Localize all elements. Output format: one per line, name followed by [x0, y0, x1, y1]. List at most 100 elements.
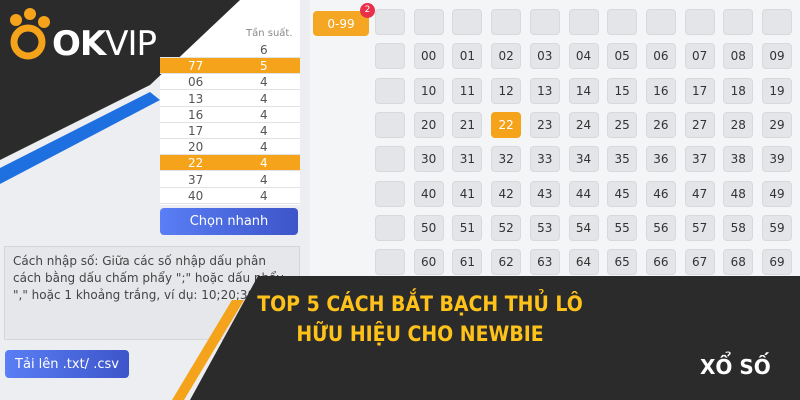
number-cell[interactable]: 54: [568, 214, 599, 241]
number-cell[interactable]: 21: [452, 111, 483, 138]
number-cell[interactable]: 55: [607, 214, 638, 241]
number-cell[interactable]: 48: [723, 180, 754, 207]
number-cell[interactable]: 28: [723, 111, 754, 138]
badge: 2: [360, 3, 375, 18]
number-cell[interactable]: 30: [413, 146, 444, 173]
number-cell[interactable]: 35: [607, 146, 638, 173]
table-row: 6: [160, 42, 300, 58]
number-cell[interactable]: 44: [568, 180, 599, 207]
number-cell[interactable]: 11: [452, 77, 483, 104]
upload-button[interactable]: Tải lên .txt/ .csv: [5, 350, 129, 378]
number-cell[interactable]: 43: [529, 180, 560, 207]
number-cell[interactable]: 51: [452, 214, 483, 241]
number-cell[interactable]: 12: [491, 77, 522, 104]
number-cell[interactable]: 67: [684, 249, 715, 276]
quick-pick-button[interactable]: Chọn nhanh: [160, 208, 298, 235]
number: 22: [188, 156, 204, 171]
number-cell[interactable]: 33: [529, 146, 560, 173]
number-cell[interactable]: 13: [529, 77, 560, 104]
number: 13: [188, 91, 204, 106]
number-cell[interactable]: 25: [607, 111, 638, 138]
number-cell[interactable]: 24: [568, 111, 599, 138]
frequency: 4: [260, 124, 268, 138]
number-cell[interactable]: 42: [491, 180, 522, 207]
number-cell[interactable]: 18: [723, 77, 754, 104]
table-row: 22 4: [160, 155, 300, 172]
bottom-shape: [190, 276, 800, 400]
number-cell[interactable]: 62: [491, 249, 522, 276]
empty-cell: [375, 77, 405, 104]
number: 16: [188, 107, 204, 122]
number-cell[interactable]: 64: [568, 249, 599, 276]
number-cell[interactable]: 26: [645, 111, 676, 138]
number-cell[interactable]: 66: [645, 249, 676, 276]
number-cell[interactable]: 23: [529, 111, 560, 138]
number-cell[interactable]: 05: [607, 43, 638, 70]
number-cell[interactable]: 27: [684, 111, 715, 138]
number-cell[interactable]: 41: [452, 180, 483, 207]
number-cell[interactable]: 46: [645, 180, 676, 207]
frequency: 4: [260, 188, 268, 203]
number: 20: [188, 140, 204, 155]
number-cell[interactable]: 09: [762, 43, 792, 70]
number-cell[interactable]: 63: [529, 249, 560, 276]
range-tab[interactable]: 0-99: [313, 11, 369, 36]
number-cell[interactable]: 58: [723, 214, 754, 241]
number-cell[interactable]: 39: [762, 146, 792, 173]
number-cell[interactable]: 53: [529, 214, 560, 241]
table-row: 13 4: [160, 91, 300, 107]
empty-cell: [375, 111, 405, 138]
empty-cell: [413, 9, 444, 35]
number-cell[interactable]: 02: [491, 43, 522, 70]
empty-cell: [375, 214, 405, 241]
number-cell[interactable]: 49: [762, 180, 792, 207]
number-cell[interactable]: 47: [684, 180, 715, 207]
orange-stripe: [172, 300, 244, 400]
number-cell[interactable]: 00: [413, 43, 444, 70]
logo-ok: OK: [52, 24, 106, 64]
number-cell[interactable]: 14: [568, 77, 599, 104]
number-cell[interactable]: 07: [684, 43, 715, 70]
number-cell[interactable]: 65: [607, 249, 638, 276]
number-cell[interactable]: 31: [452, 146, 483, 173]
number-cell[interactable]: 03: [529, 43, 560, 70]
logo-icon: [10, 8, 50, 60]
number-cell[interactable]: 32: [491, 146, 522, 173]
number-cell[interactable]: 37: [684, 146, 715, 173]
number-cell[interactable]: 22: [491, 111, 522, 138]
number-cell[interactable]: 36: [645, 146, 676, 173]
number-cell[interactable]: 52: [491, 214, 522, 241]
number-cell[interactable]: 04: [568, 43, 599, 70]
number-cell[interactable]: 08: [723, 43, 754, 70]
number-cell[interactable]: 69: [762, 249, 792, 276]
empty-cell: [491, 9, 522, 35]
number-cell[interactable]: 15: [607, 77, 638, 104]
number-cell[interactable]: 68: [723, 249, 754, 276]
table-row: 77 5: [160, 58, 300, 75]
number-cell[interactable]: 45: [607, 180, 638, 207]
empty-cell: [452, 9, 483, 35]
number-cell[interactable]: 34: [568, 146, 599, 173]
number-cell[interactable]: 59: [762, 214, 792, 241]
number-cell[interactable]: 19: [762, 77, 792, 104]
empty-cell: [684, 9, 715, 35]
title-line: TOP 5 CÁCH BẮT BẠCH THỦ LÔ: [257, 292, 583, 316]
number-cell[interactable]: 57: [684, 214, 715, 241]
number-cell[interactable]: 50: [413, 214, 444, 241]
frequency: 4: [260, 75, 268, 90]
number-cell[interactable]: 01: [452, 43, 483, 70]
number-cell[interactable]: 40: [413, 180, 444, 207]
number-cell[interactable]: 20: [413, 111, 444, 138]
number-cell[interactable]: 61: [452, 249, 483, 276]
empty-cell: [723, 9, 754, 35]
number-cell[interactable]: 16: [645, 77, 676, 104]
table-row: 06 4: [160, 74, 300, 91]
number-cell[interactable]: 10: [413, 77, 444, 104]
number-cell[interactable]: 29: [762, 111, 792, 138]
number-cell[interactable]: 60: [413, 249, 444, 276]
number-cell[interactable]: 38: [723, 146, 754, 173]
number-cell[interactable]: 17: [684, 77, 715, 104]
number-cell[interactable]: 56: [645, 214, 676, 241]
number-cell[interactable]: 06: [645, 43, 676, 70]
